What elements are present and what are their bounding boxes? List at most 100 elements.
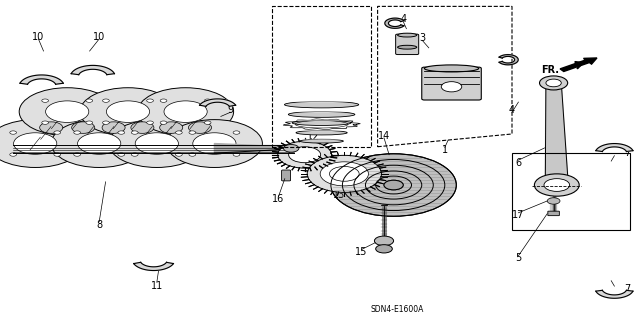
Circle shape: [544, 179, 570, 191]
Circle shape: [159, 122, 183, 133]
Ellipse shape: [297, 130, 346, 131]
Circle shape: [131, 131, 138, 134]
Ellipse shape: [300, 139, 343, 143]
Text: 4: 4: [509, 105, 515, 115]
Text: 6: 6: [515, 158, 522, 168]
Circle shape: [540, 76, 568, 90]
Text: 1: 1: [442, 145, 448, 155]
Ellipse shape: [397, 33, 417, 37]
Circle shape: [42, 99, 49, 102]
Circle shape: [233, 131, 240, 134]
Circle shape: [193, 133, 236, 154]
Polygon shape: [214, 144, 288, 153]
Ellipse shape: [284, 101, 358, 108]
Circle shape: [320, 162, 369, 186]
Circle shape: [86, 121, 93, 124]
Text: 12: 12: [307, 132, 320, 142]
Polygon shape: [134, 262, 173, 271]
Circle shape: [13, 133, 57, 154]
Circle shape: [147, 121, 154, 124]
Circle shape: [289, 147, 321, 163]
Circle shape: [10, 153, 17, 156]
Polygon shape: [596, 290, 633, 298]
Circle shape: [547, 198, 560, 204]
Circle shape: [10, 131, 17, 134]
Circle shape: [384, 180, 403, 190]
Ellipse shape: [290, 110, 353, 113]
Circle shape: [331, 154, 456, 216]
FancyBboxPatch shape: [422, 67, 481, 100]
Circle shape: [80, 88, 176, 136]
Text: 4: 4: [400, 14, 406, 24]
Text: 8: 8: [96, 220, 102, 230]
Circle shape: [442, 82, 462, 92]
FancyBboxPatch shape: [396, 34, 419, 55]
Ellipse shape: [397, 45, 417, 49]
Circle shape: [102, 122, 125, 133]
Text: 10: 10: [93, 32, 106, 42]
Circle shape: [72, 122, 95, 133]
Text: 7: 7: [624, 148, 630, 158]
FancyBboxPatch shape: [282, 170, 291, 181]
Circle shape: [374, 236, 394, 246]
Circle shape: [45, 101, 89, 122]
Circle shape: [160, 99, 167, 102]
Circle shape: [147, 99, 154, 102]
Polygon shape: [200, 99, 236, 106]
Circle shape: [330, 167, 359, 181]
Circle shape: [0, 120, 83, 167]
Circle shape: [175, 131, 182, 134]
Circle shape: [42, 121, 49, 124]
Circle shape: [77, 133, 121, 154]
Ellipse shape: [301, 138, 342, 140]
Circle shape: [102, 99, 109, 102]
Circle shape: [106, 101, 150, 122]
Text: 2: 2: [317, 145, 323, 155]
Circle shape: [131, 153, 138, 156]
Polygon shape: [385, 18, 404, 28]
Text: 11: 11: [150, 280, 163, 291]
Circle shape: [160, 121, 167, 124]
Circle shape: [189, 131, 196, 134]
Circle shape: [164, 101, 207, 122]
Circle shape: [40, 122, 63, 133]
Circle shape: [546, 79, 561, 87]
Ellipse shape: [288, 112, 355, 117]
Polygon shape: [71, 65, 115, 75]
Circle shape: [74, 131, 81, 134]
Ellipse shape: [294, 119, 349, 121]
Circle shape: [118, 153, 125, 156]
Text: SDN4-E1600A: SDN4-E1600A: [370, 305, 424, 314]
Circle shape: [204, 99, 211, 102]
FancyBboxPatch shape: [548, 211, 559, 216]
Ellipse shape: [296, 130, 347, 135]
Circle shape: [278, 141, 332, 168]
Circle shape: [189, 153, 196, 156]
Circle shape: [131, 122, 154, 133]
Circle shape: [307, 155, 381, 192]
Text: 7: 7: [624, 284, 630, 294]
Text: 9: 9: [227, 105, 234, 115]
Circle shape: [51, 120, 147, 167]
Text: FR.: FR.: [541, 65, 559, 75]
Circle shape: [102, 121, 109, 124]
Text: 13: 13: [333, 189, 346, 200]
Circle shape: [166, 120, 262, 167]
Text: 16: 16: [272, 194, 285, 204]
Polygon shape: [20, 75, 63, 84]
Polygon shape: [499, 55, 518, 65]
Circle shape: [74, 153, 81, 156]
Circle shape: [19, 88, 115, 136]
Ellipse shape: [286, 100, 357, 102]
Text: 17: 17: [512, 210, 525, 220]
Polygon shape: [13, 145, 294, 153]
Circle shape: [233, 153, 240, 156]
Text: 14: 14: [378, 130, 390, 141]
Text: 5: 5: [515, 253, 522, 263]
Text: 10: 10: [32, 32, 45, 42]
Circle shape: [54, 153, 61, 156]
Circle shape: [284, 145, 299, 152]
Circle shape: [135, 133, 179, 154]
Circle shape: [204, 121, 211, 124]
Polygon shape: [545, 83, 568, 185]
